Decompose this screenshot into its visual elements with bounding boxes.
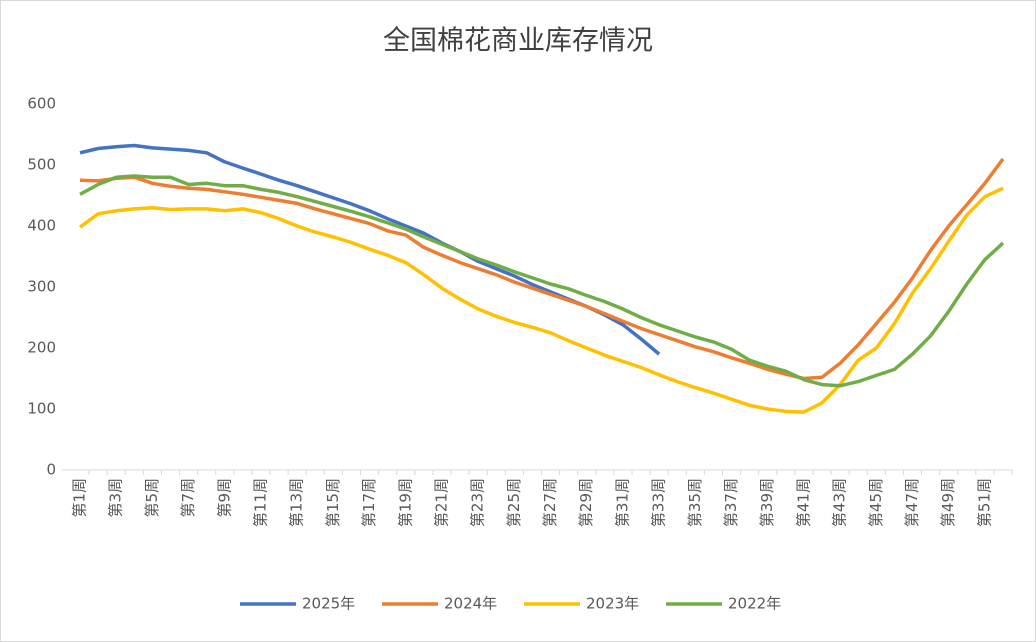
- x-tick-label: 第27周: [541, 478, 559, 527]
- x-tick-label: 第3周: [107, 478, 125, 518]
- x-tick-label: 第19周: [396, 478, 414, 527]
- y-tick-label: 0: [46, 461, 56, 479]
- x-tick-label: 第1周: [71, 478, 89, 518]
- x-tick-label: 第13周: [288, 478, 306, 527]
- y-tick-label: 500: [27, 156, 56, 174]
- x-tick-label: 第49周: [939, 478, 957, 527]
- x-tick-label: 第35周: [686, 478, 704, 527]
- line-series: [78, 186, 1004, 414]
- legend-label: 2024年: [444, 595, 497, 613]
- x-tick-label: 第21周: [432, 478, 450, 527]
- x-tick-label: 第15周: [324, 478, 342, 527]
- x-tick-label: 第51周: [975, 478, 993, 527]
- x-tick-label: 第23周: [469, 478, 487, 527]
- chart-title: 全国棉花商业库存情况: [383, 26, 653, 57]
- x-tick-label: 第41周: [794, 478, 812, 527]
- y-tick-label: 100: [27, 400, 56, 418]
- x-tick-label: 第37周: [722, 478, 740, 527]
- x-tick-label: 第11周: [251, 478, 269, 527]
- x-tick-label: 第9周: [215, 478, 233, 518]
- legend-label: 2023年: [586, 595, 639, 613]
- x-tick-label: 第39周: [758, 478, 776, 527]
- y-tick-label: 600: [27, 95, 56, 113]
- y-tick-label: 300: [27, 278, 56, 296]
- x-tick-label: 第45周: [867, 478, 885, 527]
- x-tick-label: 第43周: [831, 478, 849, 527]
- x-tick-label: 第47周: [903, 478, 921, 527]
- x-tick-label: 第7周: [179, 478, 197, 518]
- x-tick-label: 第17周: [360, 478, 378, 527]
- x-tick-label: 第33周: [650, 478, 668, 527]
- line-series: [79, 174, 1005, 388]
- x-tick-label: 第31周: [613, 478, 631, 527]
- legend-label: 2025年: [302, 595, 355, 613]
- line-series: [79, 157, 1005, 381]
- legend-label: 2022年: [728, 595, 781, 613]
- y-tick-label: 200: [27, 339, 56, 357]
- x-tick-label: 第5周: [143, 478, 161, 518]
- x-tick-label: 第25周: [505, 478, 523, 527]
- x-tick-label: 第29周: [577, 478, 595, 527]
- y-tick-label: 400: [27, 217, 56, 235]
